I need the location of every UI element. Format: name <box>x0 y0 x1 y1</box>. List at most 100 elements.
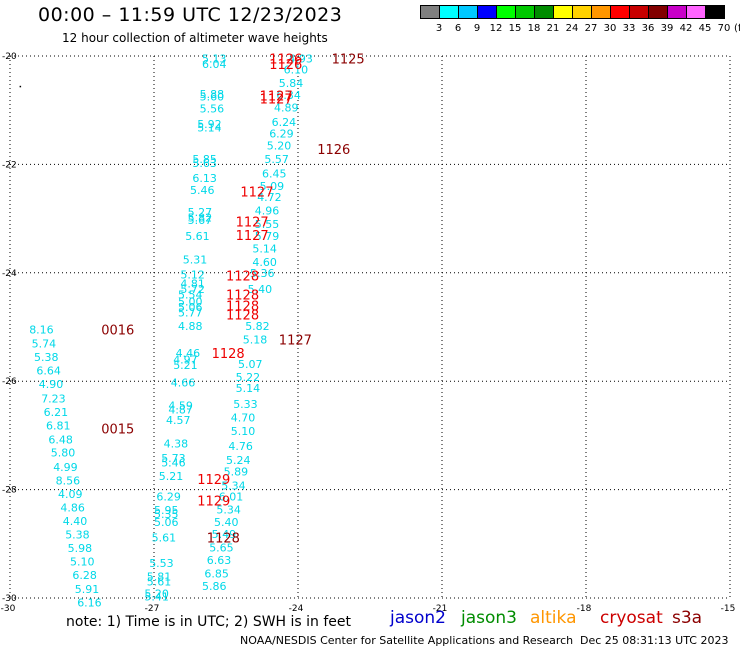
swh-value-label: 5.67 <box>188 214 213 227</box>
swh-value-label: 8.16 <box>29 324 54 337</box>
legend-value-label: 36 <box>641 23 655 34</box>
pass-time-label: 0016 <box>101 324 134 339</box>
pass-time-label: 1125 <box>332 53 365 68</box>
legend-value-label: 15 <box>508 23 522 34</box>
swh-value-label: 5.12 <box>180 268 205 281</box>
swh-value-label: 5.06 <box>154 516 179 529</box>
pass-time-label: 1126 <box>269 53 302 68</box>
swh-value-label: 5.41 <box>144 590 169 603</box>
swh-value-label: 4.60 <box>252 256 277 269</box>
swh-value-label: 5.92 <box>197 118 222 131</box>
swh-value-label: 5.34 <box>216 504 241 517</box>
legend-value-label: 33 <box>622 23 636 34</box>
swh-value-label: 5.21 <box>159 470 184 483</box>
swh-value-label: 5.21 <box>173 359 198 372</box>
x-tick-label: -24 <box>289 604 304 614</box>
swh-value-label: 5.61 <box>147 576 172 589</box>
swh-value-label: 5.24 <box>226 454 251 467</box>
swh-value-label: 6.04 <box>202 58 227 71</box>
pass-time-label: 1128 <box>226 299 259 314</box>
pass-time-label: 1127 <box>260 92 293 107</box>
legend-value-label: 12 <box>489 23 503 34</box>
swh-value-label: 5.40 <box>248 283 273 296</box>
pass-time-label: 1126 <box>317 143 350 158</box>
swh-value-label: 4.99 <box>53 461 77 474</box>
swh-value-label: 6.34 <box>276 89 301 102</box>
pass-time-label: 1128 <box>226 309 259 324</box>
swh-value-label: 6.28 <box>72 569 97 582</box>
swh-value-label: 6.29 <box>156 491 181 504</box>
swh-value-label: 5.34 <box>221 479 246 492</box>
swh-value-label: 4.40 <box>63 515 88 528</box>
legend-value-label: 39 <box>660 23 674 34</box>
swh-value-label: 5.74 <box>32 337 56 350</box>
pass-time-label: 1128 <box>226 270 259 285</box>
x-tick-label: -18 <box>577 604 592 614</box>
swh-value-label: 6.10 <box>284 64 309 77</box>
swh-value-label: 4.46 <box>176 347 201 360</box>
swh-value-label: 5.73 <box>161 452 186 465</box>
pass-time-label: 1128 <box>226 288 259 303</box>
y-tick-label: -24 <box>2 269 17 279</box>
swh-value-label: 5.91 <box>75 583 100 596</box>
swh-value-label: 5.54 <box>178 288 203 301</box>
swh-value-label: 5.46 <box>161 457 186 470</box>
swh-value-label: 6.45 <box>262 168 287 181</box>
swh-value-label: 4.66 <box>171 376 196 389</box>
swh-value-label: 5.95 <box>154 504 179 517</box>
swh-value-label: 5.56 <box>200 103 225 116</box>
page-title: 00:00 – 11:59 UTC 12/23/2023 <box>38 4 343 26</box>
swh-value-label: 4.88 <box>178 320 203 333</box>
swh-value-label: 5.89 <box>224 466 249 479</box>
y-tick-label: -20 <box>2 52 17 62</box>
swh-value-label: 5.46 <box>190 184 215 197</box>
swh-value-label: 5.22 <box>236 371 261 384</box>
swh-value-label: 7.23 <box>41 393 65 406</box>
swh-value-label: 5.88 <box>200 88 225 101</box>
credit-line: NOAA/NESDIS Center for Satellite Applica… <box>240 634 574 647</box>
legend-value-label: 70 <box>717 23 731 34</box>
swh-value-label: 5.00 <box>178 296 203 309</box>
swh-value-label: 5.80 <box>51 447 76 460</box>
swh-value-label: 5.98 <box>68 542 93 555</box>
legend-value-label: 9 <box>473 23 481 34</box>
swh-value-label: 5.57 <box>264 153 289 166</box>
y-tick-label: -30 <box>2 594 17 604</box>
swh-value-label: 4.09 <box>58 488 83 501</box>
swh-value-label: 4.81 <box>180 278 205 291</box>
swh-value-label: 4.76 <box>228 440 253 453</box>
legend-value-label: 42 <box>679 23 693 34</box>
swh-value-label: 5.61 <box>152 531 177 544</box>
swh-value-label: 4.90 <box>39 378 64 391</box>
swh-value-label: 4.70 <box>231 412 256 425</box>
y-tick-label: -26 <box>2 377 17 387</box>
swh-value-label: 6.81 <box>46 420 71 433</box>
swh-value-label: 5.33 <box>233 398 258 411</box>
swh-value-label: 5.38 <box>65 529 90 542</box>
swh-value-label: 5.06 <box>178 301 203 314</box>
swh-value-label: 5.07 <box>238 358 263 371</box>
stray-point <box>19 85 22 88</box>
legend-value-label: 24 <box>565 23 579 34</box>
swh-value-label: 5.61 <box>185 230 210 243</box>
generated-timestamp: Dec 25 08:31:13 UTC 2023 <box>580 634 729 647</box>
swh-value-label: 4.38 <box>164 438 189 451</box>
swh-value-label: 5.63 <box>192 157 217 170</box>
x-tick-label: -15 <box>721 604 736 614</box>
pass-time-label: 1127 <box>260 90 293 105</box>
pass-time-label: 1129 <box>197 473 230 488</box>
swh-value-label: 6.85 <box>204 568 229 581</box>
legend-value-label: 27 <box>584 23 598 34</box>
swh-value-label: 5.14 <box>236 382 261 395</box>
legend-unit-label: (ft) <box>734 23 740 34</box>
swh-value-label: 5.18 <box>243 333 267 346</box>
footer-note: note: 1) Time is in UTC; 2) SWH is in fe… <box>66 614 352 630</box>
swh-value-label: 5.09 <box>260 180 285 193</box>
pass-time-label: 1127 <box>236 215 269 230</box>
swh-value-label: 5.79 <box>255 230 279 243</box>
swh-value-label: 5.55 <box>255 218 279 231</box>
swh-value-label: 5.82 <box>188 212 213 225</box>
pass-time-label: 1127 <box>279 333 312 348</box>
satellite-label: jason2 <box>390 608 446 628</box>
